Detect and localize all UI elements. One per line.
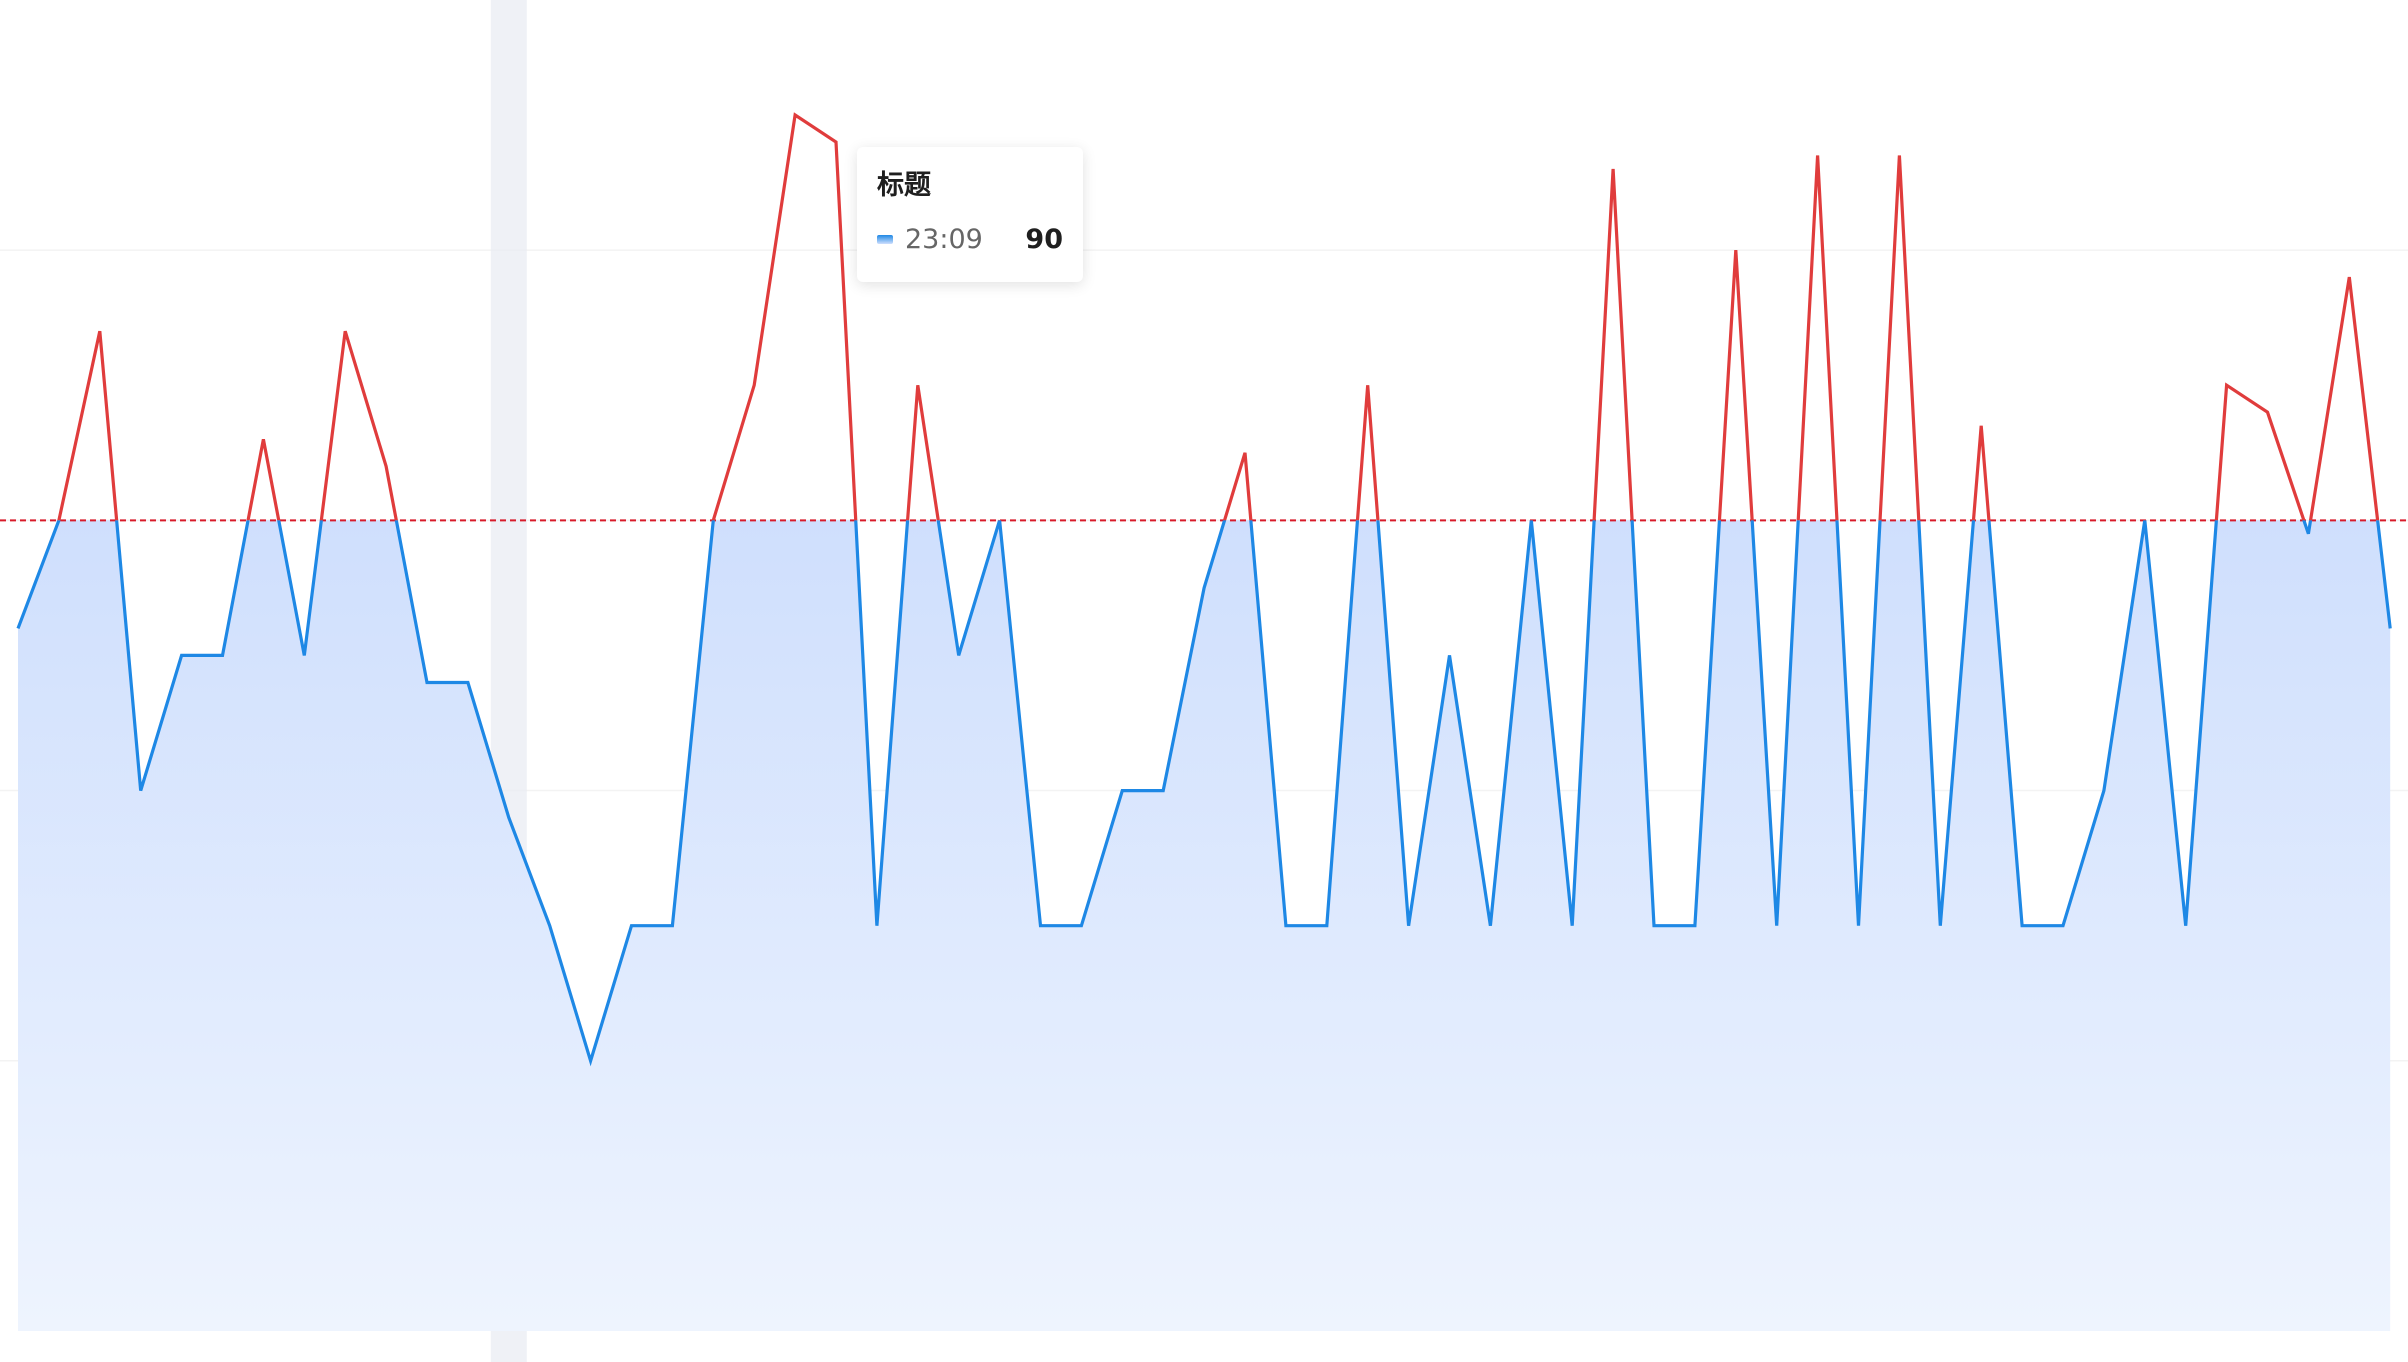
area-fill — [18, 520, 2391, 1331]
tooltip-row: 23:09 90 — [877, 223, 1063, 255]
series-line-below-threshold — [16, 520, 2392, 1067]
tooltip-title: 标题 — [877, 170, 931, 201]
series-marker-icon — [877, 234, 893, 244]
tooltip: 标题 23:09 90 — [857, 147, 1083, 282]
tooltip-label: 23:09 — [905, 223, 983, 255]
tooltip-value: 90 — [1025, 223, 1063, 255]
